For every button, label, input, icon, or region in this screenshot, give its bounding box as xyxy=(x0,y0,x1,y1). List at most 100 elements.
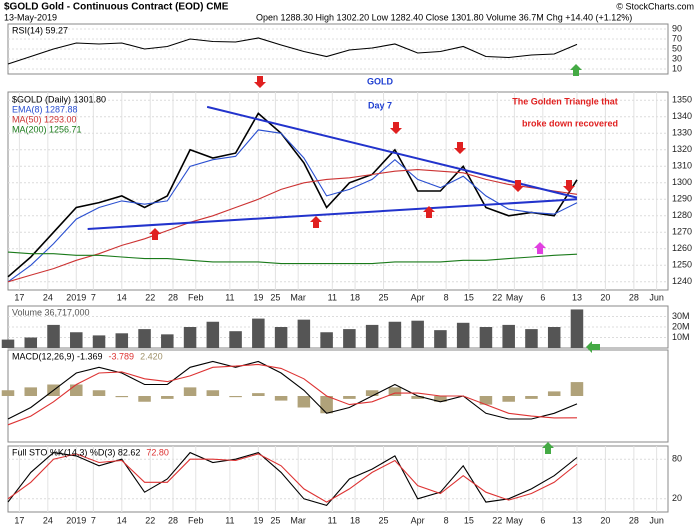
bar xyxy=(479,396,493,405)
legend-entry: RSI(14) 59.27 xyxy=(12,25,68,35)
bar xyxy=(206,321,220,348)
x-tick-label: 18 xyxy=(350,515,360,525)
x-tick-label: 7 xyxy=(91,292,96,302)
x-tick-label: 28 xyxy=(629,292,639,302)
y-tick-label: 1300 xyxy=(672,177,692,187)
bar xyxy=(47,324,60,348)
credit: © StockCharts.com xyxy=(616,1,694,11)
bar xyxy=(1,339,15,348)
symbol: $GOLD Gold - Continuous Contract (EOD) C… xyxy=(4,2,229,13)
bar xyxy=(547,327,561,348)
bar xyxy=(70,332,83,348)
x-tick-label: 20 xyxy=(600,515,610,525)
x-tick-label: 18 xyxy=(350,292,360,302)
bar xyxy=(24,387,38,396)
x-tick-label: 13 xyxy=(572,292,582,302)
x-tick-label: 22 xyxy=(145,515,155,525)
date: 13-May-2019 xyxy=(4,12,57,22)
y-tick-label: 10M xyxy=(672,332,690,342)
arrow-marker xyxy=(586,341,600,353)
series-line xyxy=(7,129,578,283)
x-tick-label: 14 xyxy=(117,515,127,525)
bar xyxy=(502,324,515,348)
y-tick-label: 1260 xyxy=(672,243,692,253)
legend-entry: MA(200) 1256.71 xyxy=(12,124,82,134)
x-tick-label: 24 xyxy=(43,515,53,525)
x-tick-label: Apr xyxy=(411,292,425,302)
x-tick-label: 2019 xyxy=(66,515,86,525)
x-tick-label: 11 xyxy=(328,515,337,525)
bar xyxy=(320,332,333,348)
x-tick-label: 14 xyxy=(117,292,127,302)
x-tick-label: Feb xyxy=(188,515,204,525)
bar xyxy=(297,319,311,348)
bar xyxy=(70,384,83,396)
panel xyxy=(7,349,669,443)
bar xyxy=(161,334,174,348)
y-tick-label: 1240 xyxy=(672,276,692,286)
y-tick-label: 1340 xyxy=(672,111,692,121)
y-tick-label: 1250 xyxy=(672,260,692,270)
bar xyxy=(24,337,38,348)
bar xyxy=(570,309,584,348)
x-tick-label: 17 xyxy=(14,292,24,302)
legend-entry: 2.420 xyxy=(140,351,163,361)
bar xyxy=(570,382,584,396)
y-tick-label: 90 xyxy=(672,23,682,33)
bar xyxy=(388,321,402,348)
legend-entry: EMA(8) 1287.88 xyxy=(12,104,78,114)
legend-entry: MACD(12,26,9) -1.369 xyxy=(12,351,103,361)
x-tick-label: 11 xyxy=(225,515,234,525)
bar xyxy=(365,324,379,348)
arrow-marker xyxy=(423,206,435,218)
x-tick-label: 22 xyxy=(492,292,502,302)
x-tick-label: Mar xyxy=(290,292,306,302)
legend-entry: Volume 36,717,000 xyxy=(12,307,90,317)
arrow-marker xyxy=(542,442,554,454)
annotation: broke down recovered xyxy=(522,118,618,128)
y-tick-label: 50 xyxy=(672,43,682,53)
y-tick-label: 30 xyxy=(672,53,682,63)
x-tick-label: 22 xyxy=(492,515,502,525)
bar xyxy=(138,396,151,402)
arrow-marker xyxy=(563,180,575,192)
x-tick-label: Jun xyxy=(649,292,664,302)
arrow-marker xyxy=(390,122,402,134)
x-tick-label: 25 xyxy=(270,515,280,525)
bar xyxy=(252,318,265,348)
annotation: Day 7 xyxy=(368,100,392,110)
bar xyxy=(229,396,242,398)
x-tick-label: 6 xyxy=(540,515,545,525)
x-tick-label: 28 xyxy=(168,515,178,525)
x-tick-label: 2019 xyxy=(66,292,86,302)
x-tick-label: 28 xyxy=(629,515,639,525)
series-line xyxy=(7,169,578,283)
x-tick-label: May xyxy=(506,515,524,525)
x-tick-label: 7 xyxy=(91,515,96,525)
legend-entry: Full STO %K(14,3) %D(3) 82.62 xyxy=(12,447,140,457)
arrow-marker xyxy=(512,180,524,192)
bar xyxy=(115,333,129,348)
bar xyxy=(183,387,197,396)
bar xyxy=(229,331,242,348)
y-tick-label: 30M xyxy=(672,311,690,321)
bar xyxy=(343,396,356,399)
series-line xyxy=(7,112,578,278)
x-tick-label: 11 xyxy=(328,292,337,302)
annotation: GOLD xyxy=(367,76,393,86)
bar xyxy=(297,396,311,408)
x-tick-label: 15 xyxy=(464,515,474,525)
bar xyxy=(274,327,288,348)
x-tick-label: Apr xyxy=(411,515,425,525)
series-line xyxy=(7,360,578,420)
bar xyxy=(1,390,15,396)
y-tick-label: 1280 xyxy=(672,210,692,220)
legend-entry: MA(50) 1293.00 xyxy=(12,114,77,124)
series-line xyxy=(7,363,578,426)
x-tick-label: 25 xyxy=(379,515,389,525)
x-tick-label: 17 xyxy=(14,515,24,525)
bar xyxy=(388,387,402,396)
bar xyxy=(434,330,447,348)
series-line xyxy=(7,37,578,65)
